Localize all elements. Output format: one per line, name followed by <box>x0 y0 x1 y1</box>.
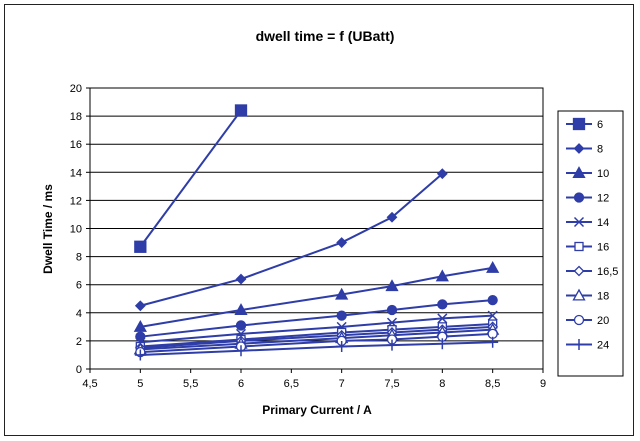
y-axis-ticks: 0 2 4 6 8 10 12 14 16 18 20 <box>70 83 90 376</box>
x-tick-label: 8 <box>439 378 445 390</box>
x-tick-label: 7,5 <box>384 378 399 390</box>
x-tick-label: 5 <box>137 378 143 390</box>
x-tick-label: 4,5 <box>82 378 97 390</box>
y-tick-label: 14 <box>70 167 82 179</box>
legend-label: 16 <box>597 242 609 254</box>
data-point <box>135 241 146 252</box>
legend-label: 16,5 <box>597 266 618 278</box>
y-tick-label: 12 <box>70 195 82 207</box>
x-tick-label: 6,5 <box>284 378 299 390</box>
x-tick-label: 6 <box>238 378 244 390</box>
legend-label: 18 <box>597 291 609 303</box>
data-point <box>438 300 447 309</box>
y-tick-label: 0 <box>76 364 82 376</box>
data-point <box>236 105 247 116</box>
y-tick-label: 16 <box>70 139 82 151</box>
legend-marker <box>575 243 583 251</box>
data-point <box>388 305 397 314</box>
chart-title: dwell time = f (UBatt) <box>256 28 395 44</box>
y-tick-label: 2 <box>76 336 82 348</box>
data-point <box>488 296 497 305</box>
x-axis-label: Primary Current / A <box>262 403 372 417</box>
legend-label: 20 <box>597 315 609 327</box>
legend-label: 24 <box>597 340 609 352</box>
legend-label: 8 <box>597 144 603 156</box>
legend-label: 10 <box>597 168 609 180</box>
y-tick-label: 18 <box>70 111 82 123</box>
y-tick-label: 20 <box>70 83 82 95</box>
legend-marker <box>575 193 584 202</box>
x-tick-label: 7 <box>339 378 345 390</box>
y-tick-label: 8 <box>76 252 82 264</box>
data-point <box>237 321 246 330</box>
y-tick-label: 6 <box>76 280 82 292</box>
data-point <box>337 311 346 320</box>
dwell-time-chart: dwell time = f (UBatt) 02468101214161820… <box>5 5 635 437</box>
legend-marker <box>575 316 584 325</box>
x-tick-label: 9 <box>540 378 546 390</box>
y-tick-label: 10 <box>70 224 82 236</box>
legend-label: 12 <box>597 193 609 205</box>
chart-frame: dwell time = f (UBatt) 0 2 4 6 8 10 12 14 16 18 20… <box>4 4 634 436</box>
x-tick-label: 8,5 <box>485 378 500 390</box>
y-tick-label: 4 <box>76 308 82 320</box>
legend-marker <box>574 119 585 130</box>
legend-label: 14 <box>597 217 609 229</box>
legend-box <box>558 111 623 376</box>
legend-label: 6 <box>597 119 603 131</box>
y-axis-label: Dwell Time / ms <box>41 184 55 274</box>
x-axis-ticks: 4,5 5 5,5 6 6,5 7 7,5 8 8,5 9 <box>82 369 546 390</box>
x-tick-label: 5,5 <box>183 378 198 390</box>
